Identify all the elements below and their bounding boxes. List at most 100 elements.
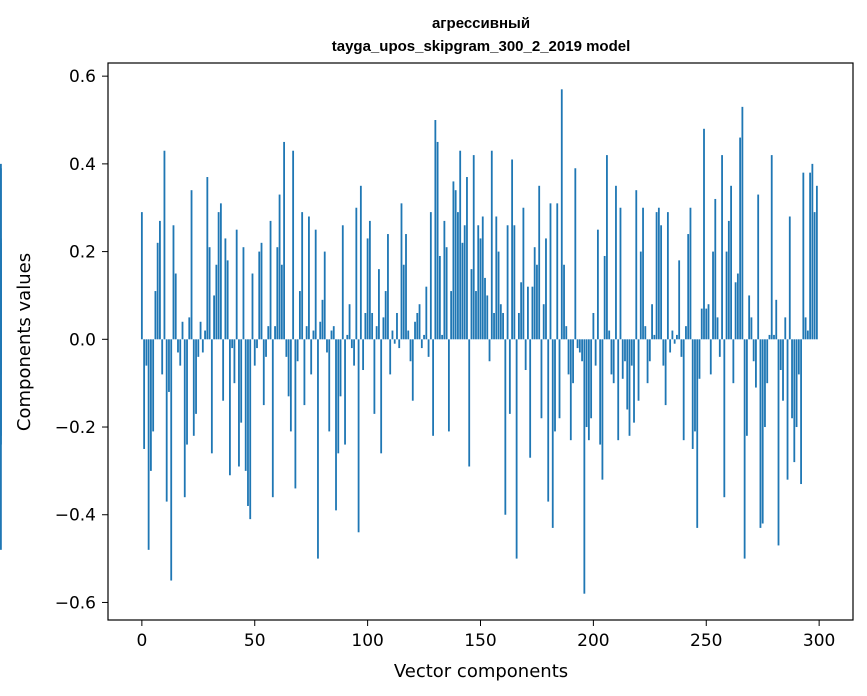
bar-113 xyxy=(396,312,398,340)
bar-4 xyxy=(149,339,152,471)
bar-44 xyxy=(240,339,243,423)
bar-3 xyxy=(147,339,150,550)
bar-67 xyxy=(292,150,295,340)
bar-281 xyxy=(775,299,778,340)
bar-80 xyxy=(321,299,324,340)
bar-298 xyxy=(813,212,816,340)
bar-16 xyxy=(177,339,179,353)
bar-185 xyxy=(558,339,561,419)
bar-299 xyxy=(815,185,818,340)
bar-157 xyxy=(495,216,498,340)
bar-267 xyxy=(743,339,746,559)
bar-153 xyxy=(486,295,489,340)
bar-137 xyxy=(450,291,453,340)
bar-126 xyxy=(425,286,428,340)
x-tick-label: 100 xyxy=(351,631,383,651)
bar-110 xyxy=(389,339,392,375)
bar-133 xyxy=(441,334,444,340)
bar-234 xyxy=(669,339,672,353)
bar-125 xyxy=(423,334,425,340)
y-tick-label: 0.2 xyxy=(69,243,96,263)
bar-48 xyxy=(249,339,252,520)
bar-206 xyxy=(606,155,608,340)
bar-73 xyxy=(305,326,308,340)
bar-130 xyxy=(434,120,437,340)
bar-289 xyxy=(793,339,796,463)
x-tick-label: 250 xyxy=(690,631,722,651)
bar-258 xyxy=(723,339,726,498)
bar-18 xyxy=(181,321,184,340)
bar-253 xyxy=(712,251,714,340)
bar-224 xyxy=(646,339,649,384)
bar-254 xyxy=(714,198,717,340)
bar-70 xyxy=(298,291,301,340)
bar-151 xyxy=(481,216,484,340)
bar-132 xyxy=(438,255,441,340)
bar-118 xyxy=(407,330,410,340)
bar-163 xyxy=(508,339,511,414)
bar-265 xyxy=(739,137,742,340)
bar-19 xyxy=(183,339,186,498)
bar-31 xyxy=(210,339,213,454)
bar-244 xyxy=(691,339,694,449)
x-tick-label: 0 xyxy=(136,631,147,651)
bar-211 xyxy=(617,339,620,441)
bar-200 xyxy=(592,312,595,340)
bar-217 xyxy=(630,339,633,366)
bar-49 xyxy=(251,273,254,340)
bar-53 xyxy=(260,242,263,340)
bar-117 xyxy=(405,234,407,340)
bar-undefined xyxy=(0,163,2,340)
bar-259 xyxy=(725,251,728,340)
bar-169 xyxy=(522,207,525,340)
bar-220 xyxy=(637,339,640,401)
bar-50 xyxy=(253,339,256,366)
bar-26 xyxy=(199,321,202,340)
bar-128 xyxy=(429,212,432,340)
bar-263 xyxy=(734,282,737,340)
bar-5 xyxy=(152,339,155,432)
bar-184 xyxy=(556,203,559,340)
bar-121 xyxy=(414,321,416,340)
bar-261 xyxy=(730,185,732,340)
bar-93 xyxy=(350,339,353,349)
bar-165 xyxy=(513,225,516,340)
bar-264 xyxy=(736,273,739,340)
bar-275 xyxy=(761,339,764,524)
bar-42 xyxy=(235,229,238,340)
bar-171 xyxy=(527,286,529,340)
bar-222 xyxy=(642,207,644,340)
bar-177 xyxy=(540,339,543,419)
bar-227 xyxy=(653,334,656,340)
bar-257 xyxy=(721,155,723,340)
bar-201 xyxy=(594,339,597,366)
x-tick-label: 200 xyxy=(577,631,609,651)
bar-181 xyxy=(549,203,552,340)
bar-39 xyxy=(229,339,231,476)
bar-248 xyxy=(700,308,703,340)
bar-144 xyxy=(466,177,468,340)
bar-129 xyxy=(432,339,434,436)
bar-120 xyxy=(411,339,414,401)
bar-60 xyxy=(276,247,279,340)
bar-138 xyxy=(452,181,455,340)
bar-293 xyxy=(802,172,805,340)
bar-204 xyxy=(601,339,604,480)
bar-262 xyxy=(732,339,735,384)
bar-271 xyxy=(752,339,755,362)
bar-219 xyxy=(635,190,638,340)
bar-2 xyxy=(145,339,148,366)
bar-135 xyxy=(445,247,448,340)
bar-32 xyxy=(213,295,216,340)
bar-79 xyxy=(319,321,322,340)
bar-296 xyxy=(809,172,812,340)
bar-187 xyxy=(563,264,565,340)
bar-172 xyxy=(529,339,532,458)
bar-278 xyxy=(768,334,771,340)
bar-148 xyxy=(475,291,477,340)
bar-154 xyxy=(488,339,491,362)
y-axis-ticks: −0.6 −0.4 −0.2 0.0 0.2 0.4 0.6 xyxy=(55,67,108,613)
bar-59 xyxy=(274,326,276,340)
bar-205 xyxy=(603,255,606,340)
bar-282 xyxy=(777,339,780,546)
